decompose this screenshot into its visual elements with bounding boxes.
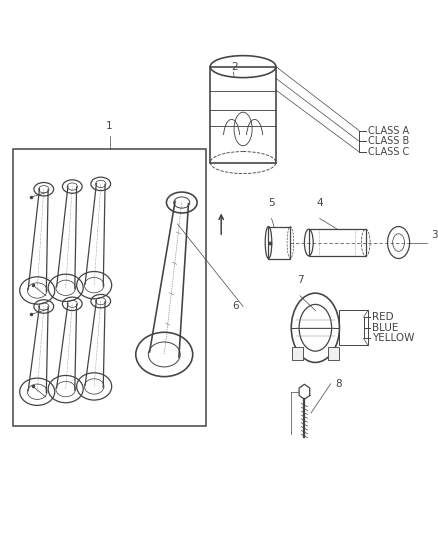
Text: 1: 1 bbox=[106, 120, 113, 131]
Text: BLUE: BLUE bbox=[372, 323, 399, 333]
Text: 7: 7 bbox=[297, 275, 304, 285]
Text: 4: 4 bbox=[316, 198, 323, 208]
Text: CLASS C: CLASS C bbox=[368, 147, 409, 157]
Bar bbox=[292, 347, 303, 360]
Text: 6: 6 bbox=[232, 302, 239, 311]
Bar bbox=[339, 310, 368, 345]
Text: 3: 3 bbox=[431, 230, 438, 239]
Bar bbox=[210, 67, 276, 163]
Bar bbox=[328, 347, 339, 360]
Text: CLASS A: CLASS A bbox=[368, 126, 409, 135]
Text: RED: RED bbox=[372, 312, 394, 322]
Text: 2: 2 bbox=[231, 62, 238, 72]
Text: 5: 5 bbox=[268, 198, 275, 208]
Bar bbox=[309, 229, 366, 256]
Text: CLASS B: CLASS B bbox=[368, 136, 409, 146]
Text: YELLOW: YELLOW bbox=[372, 334, 415, 343]
Bar bbox=[268, 227, 290, 259]
Bar bbox=[13, 149, 206, 426]
Text: 8: 8 bbox=[335, 379, 342, 389]
